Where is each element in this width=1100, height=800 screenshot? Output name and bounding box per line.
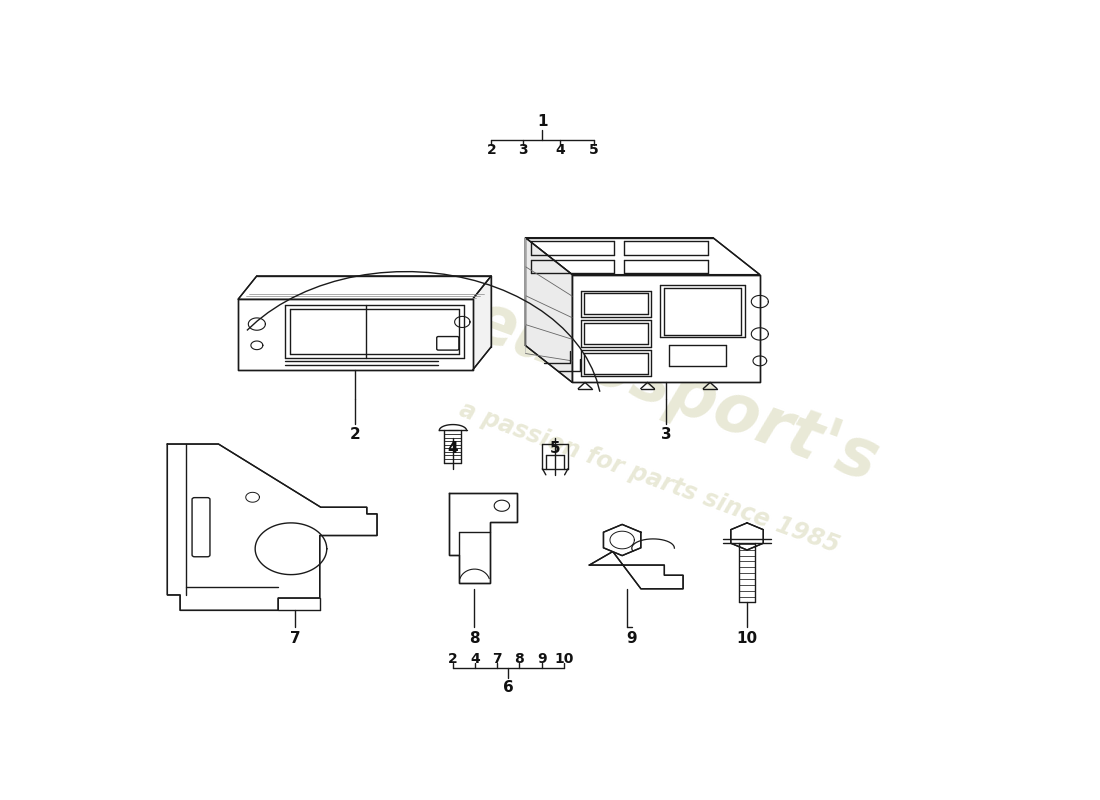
Text: 7: 7 xyxy=(290,630,300,646)
Text: 3: 3 xyxy=(518,143,528,158)
Text: 2: 2 xyxy=(448,652,458,666)
Text: 9: 9 xyxy=(537,652,547,666)
Text: 4: 4 xyxy=(556,143,565,158)
Text: 4: 4 xyxy=(470,652,480,666)
Polygon shape xyxy=(449,494,517,582)
FancyBboxPatch shape xyxy=(437,337,459,350)
Text: 2: 2 xyxy=(486,143,496,158)
Polygon shape xyxy=(730,523,763,550)
Text: 10: 10 xyxy=(554,652,573,666)
Text: 3: 3 xyxy=(661,427,671,442)
Polygon shape xyxy=(526,238,572,382)
FancyBboxPatch shape xyxy=(192,498,210,557)
Text: 4: 4 xyxy=(448,442,459,457)
Polygon shape xyxy=(473,276,492,370)
Text: 5: 5 xyxy=(588,143,598,158)
Text: eurosport's: eurosport's xyxy=(462,287,888,496)
Text: 9: 9 xyxy=(627,630,637,646)
Polygon shape xyxy=(167,444,377,610)
Text: 6: 6 xyxy=(503,680,514,695)
Text: 7: 7 xyxy=(493,652,502,666)
Polygon shape xyxy=(572,274,760,382)
Polygon shape xyxy=(590,551,683,589)
Text: 10: 10 xyxy=(737,630,758,646)
Text: 8: 8 xyxy=(515,652,525,666)
Text: 2: 2 xyxy=(350,427,361,442)
Text: 8: 8 xyxy=(469,630,480,646)
Polygon shape xyxy=(526,238,760,274)
Text: a passion for parts since 1985: a passion for parts since 1985 xyxy=(455,398,843,558)
Polygon shape xyxy=(238,299,473,370)
Polygon shape xyxy=(604,525,641,555)
Text: 5: 5 xyxy=(550,442,561,457)
Text: 1: 1 xyxy=(537,114,548,130)
Polygon shape xyxy=(238,276,492,299)
